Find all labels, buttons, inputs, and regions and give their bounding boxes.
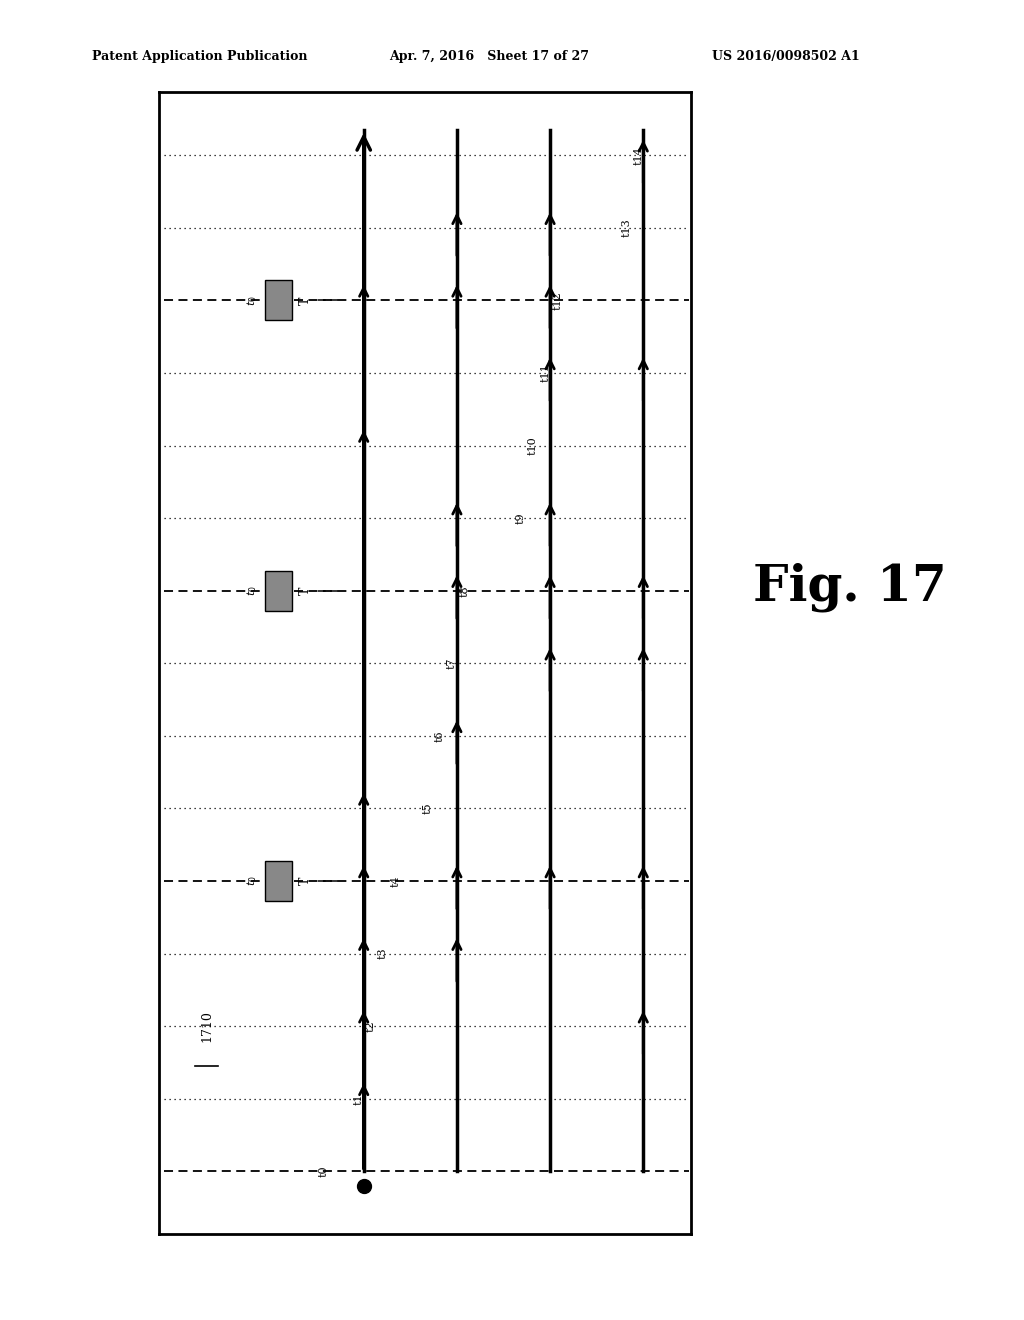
Text: $t_0$: $t_0$ [245, 294, 259, 306]
Text: t3: t3 [378, 948, 388, 960]
Bar [265, 280, 292, 321]
Bar [265, 861, 292, 902]
Text: t11: t11 [541, 363, 550, 383]
Bar [265, 570, 292, 611]
Text: $t_0$: $t_0$ [245, 875, 259, 887]
Text: Fig. 17: Fig. 17 [753, 562, 946, 612]
Text: Apr. 7, 2016   Sheet 17 of 27: Apr. 7, 2016 Sheet 17 of 27 [389, 50, 589, 63]
Text: t14: t14 [634, 145, 643, 165]
Text: t7: t7 [447, 657, 457, 669]
Text: Patent Application Publication: Patent Application Publication [92, 50, 307, 63]
Text: t4: t4 [390, 875, 400, 887]
Text: t12: t12 [553, 290, 562, 310]
Text: t5: t5 [423, 803, 432, 814]
Text: T: T [299, 876, 311, 886]
Text: t0: t0 [318, 1166, 329, 1177]
Text: t2: t2 [366, 1020, 376, 1032]
Text: t13: t13 [622, 218, 631, 238]
Text: t9: t9 [516, 512, 525, 524]
Text: t10: t10 [528, 436, 538, 455]
Text: US 2016/0098502 A1: US 2016/0098502 A1 [712, 50, 859, 63]
Text: 1710: 1710 [200, 1010, 213, 1043]
Text: $t_0$: $t_0$ [245, 585, 259, 597]
Text: t6: t6 [435, 730, 444, 742]
Text: T: T [299, 586, 311, 595]
Text: T: T [299, 296, 311, 305]
Text: t8: t8 [460, 585, 469, 597]
Text: t1: t1 [353, 1093, 364, 1105]
